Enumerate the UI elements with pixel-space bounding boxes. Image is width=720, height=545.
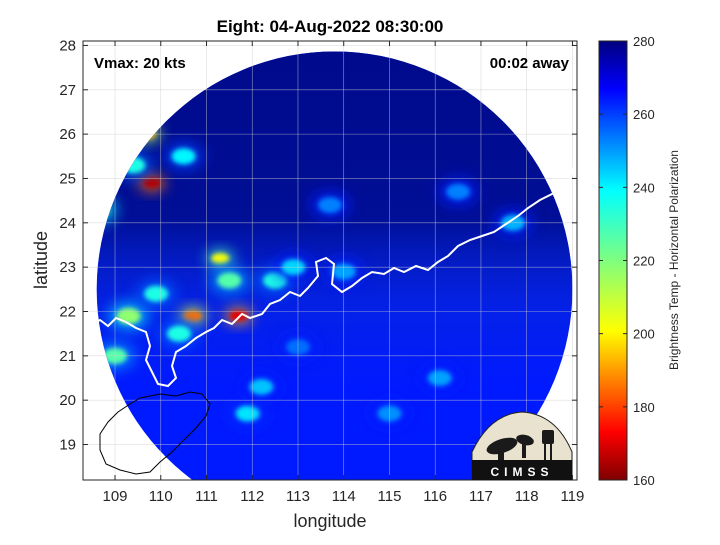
small-dish-icon — [516, 434, 534, 446]
x-tick-label: 113 — [286, 488, 310, 505]
colorbar-tick-label: 200 — [633, 327, 655, 342]
feature-core — [249, 378, 274, 395]
logo-banner — [472, 460, 572, 480]
colorbar-tick-label: 180 — [633, 400, 655, 415]
x-tick-label: 115 — [378, 488, 402, 505]
feature-core — [167, 325, 192, 342]
hainan-outline — [99, 391, 211, 475]
y-tick-label: 20 — [59, 392, 76, 409]
y-tick-label: 19 — [59, 437, 76, 454]
feature-core — [427, 370, 452, 387]
colorbar-tick-label: 260 — [633, 107, 655, 122]
colorbar-tick-label: 240 — [633, 180, 655, 195]
satellite-dish-icon — [486, 437, 518, 455]
feature-core — [235, 405, 260, 422]
feature-core — [116, 307, 141, 324]
y-tick-label: 23 — [59, 259, 76, 276]
coastline-mainland — [85, 165, 575, 388]
colorbar — [598, 40, 628, 481]
colorbar-tick-label: 220 — [633, 254, 655, 269]
y-tick-label: 26 — [59, 126, 76, 143]
vmax-annotation: Vmax: 20 kts — [94, 55, 186, 72]
x-tick-label: 117 — [469, 488, 493, 505]
y-axis-label: latitude — [31, 231, 51, 289]
plot-frame — [82, 40, 578, 481]
y-tick-label: 22 — [59, 303, 76, 320]
x-tick-label: 111 — [195, 488, 218, 505]
colorbar-tick-label: 280 — [633, 34, 655, 49]
x-tick-label: 112 — [240, 488, 264, 505]
hainan-island — [99, 391, 211, 475]
y-tick-label: 25 — [59, 170, 76, 187]
small-dish-base-icon — [522, 444, 526, 458]
colorbar-tick-label: 160 — [633, 473, 655, 488]
feature-core — [142, 177, 161, 188]
x-axis-label: longitude — [293, 511, 366, 531]
feature-core — [171, 148, 196, 165]
y-tick-label: 24 — [59, 215, 76, 232]
dish-base-icon — [498, 448, 504, 460]
water-tower-icon — [542, 430, 554, 444]
x-tick-label: 110 — [149, 488, 173, 505]
feature-core — [144, 285, 169, 302]
logo-text: CIMSS — [490, 465, 553, 479]
colorbar-label: Brightness Temp - Horizontal Polarizatio… — [667, 150, 681, 370]
cimss-logo: CIMSS — [471, 411, 573, 481]
y-tick-label: 21 — [59, 348, 76, 365]
tower-leg-right — [550, 444, 552, 460]
colorbar-ticks: 160 180 200 220 240 260 280 — [599, 34, 655, 488]
x-tick-label: 119 — [560, 488, 584, 505]
feature-core — [211, 253, 230, 264]
y-tick-label: 27 — [59, 82, 76, 99]
tower-leg-left — [544, 444, 546, 460]
coastline — [85, 165, 575, 388]
feature-core — [446, 183, 471, 200]
x-tick-label: 109 — [103, 488, 128, 505]
axis-ticks: 109 110 111 112 113 114 115 116 117 118 119 19 20 21 2… — [59, 37, 584, 505]
away-annotation: 00:02 away — [490, 55, 570, 72]
feature-core — [183, 310, 202, 321]
x-tick-label: 116 — [423, 488, 447, 505]
x-tick-label: 118 — [515, 488, 539, 505]
feature-core — [318, 197, 342, 214]
chart-title: Eight: 04-Aug-2022 08:30:00 — [217, 17, 444, 36]
feature-core — [217, 272, 242, 289]
y-tick-label: 28 — [59, 37, 76, 54]
x-tick-label: 114 — [332, 488, 356, 505]
